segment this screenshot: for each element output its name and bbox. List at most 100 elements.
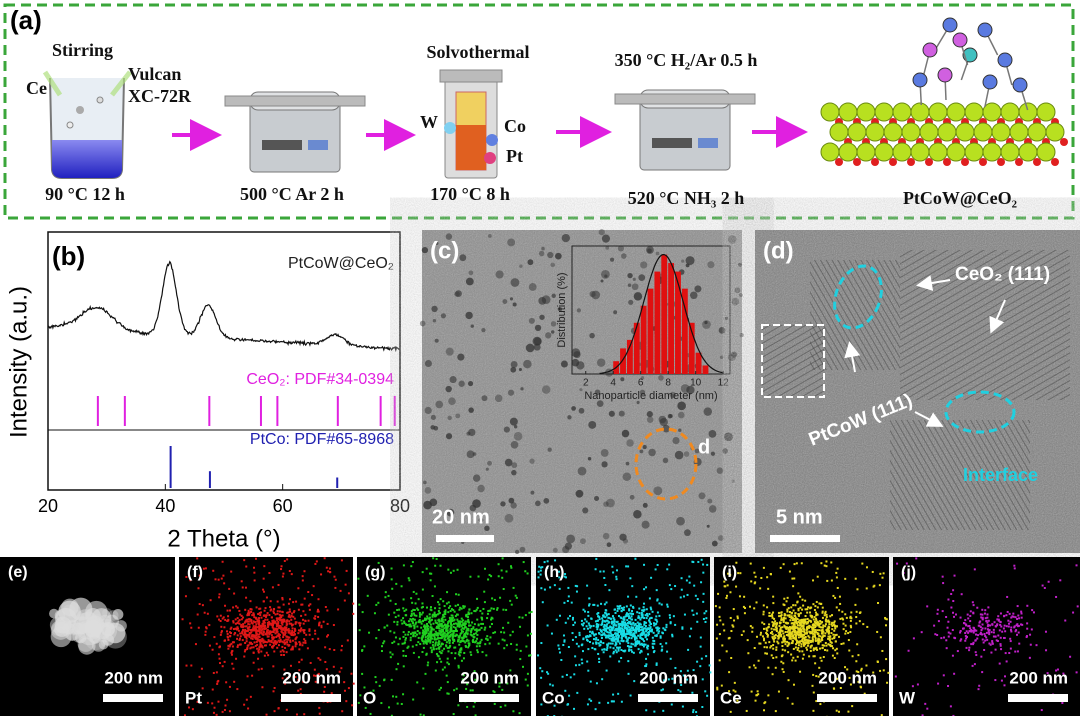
map-dot bbox=[467, 646, 470, 649]
map-dot bbox=[288, 644, 291, 647]
map-dot bbox=[604, 611, 607, 614]
map-dot bbox=[253, 571, 256, 574]
map-dot bbox=[285, 621, 288, 624]
map-dot bbox=[445, 629, 448, 632]
particle bbox=[672, 437, 680, 445]
map-dot bbox=[389, 630, 392, 633]
map-dot bbox=[437, 601, 440, 604]
map-dot bbox=[434, 630, 437, 633]
map-dot bbox=[945, 639, 948, 642]
map-dot bbox=[226, 636, 229, 639]
map-dot bbox=[766, 576, 769, 579]
map-dot bbox=[223, 626, 226, 629]
map-dot bbox=[276, 619, 279, 622]
map-dot bbox=[706, 563, 709, 566]
map-dot bbox=[604, 584, 607, 587]
map-dot bbox=[219, 633, 222, 636]
map-dot bbox=[968, 630, 971, 633]
map-dot bbox=[831, 624, 834, 627]
map-dot bbox=[438, 607, 441, 610]
map-dot bbox=[803, 636, 806, 639]
map-dot bbox=[404, 654, 407, 657]
map-dot bbox=[606, 645, 609, 648]
map-dot bbox=[291, 612, 294, 615]
map-dot bbox=[970, 643, 973, 646]
map-dot bbox=[673, 682, 676, 685]
particle bbox=[620, 253, 627, 259]
map-dot bbox=[855, 610, 858, 613]
map-dot bbox=[691, 691, 694, 694]
map-dot bbox=[308, 629, 311, 632]
map-dot bbox=[467, 639, 470, 642]
map-dot bbox=[967, 625, 970, 628]
map-dot bbox=[298, 643, 301, 646]
map-dot bbox=[601, 617, 604, 620]
map-dot bbox=[976, 637, 979, 640]
map-dot bbox=[587, 622, 590, 625]
map-dot bbox=[659, 635, 662, 638]
particle bbox=[613, 310, 618, 315]
map-dot bbox=[606, 643, 609, 646]
map-dot bbox=[816, 633, 819, 636]
map-dot bbox=[641, 633, 644, 636]
map-dot bbox=[660, 649, 663, 652]
map-dot bbox=[415, 614, 418, 617]
map-dot bbox=[446, 657, 449, 660]
atom bbox=[871, 158, 879, 166]
map-dot bbox=[750, 690, 753, 693]
map-dot bbox=[771, 614, 774, 617]
particle bbox=[718, 326, 726, 334]
map-dot bbox=[632, 643, 635, 646]
map-dot bbox=[420, 626, 423, 629]
map-dot bbox=[587, 648, 590, 651]
map-dot bbox=[290, 622, 293, 625]
map-dot bbox=[278, 636, 281, 639]
particle bbox=[596, 358, 606, 367]
map-dot bbox=[264, 607, 267, 610]
map-dot bbox=[456, 625, 459, 628]
map-dot bbox=[317, 598, 320, 601]
map-dot bbox=[642, 631, 645, 634]
map-dot bbox=[999, 644, 1002, 647]
map-dot bbox=[433, 635, 436, 638]
map-dot bbox=[434, 619, 437, 622]
region-marker bbox=[634, 427, 698, 501]
x-tick-label: 80 bbox=[390, 496, 410, 516]
map-dot bbox=[282, 653, 285, 656]
particle bbox=[466, 450, 475, 459]
map-dot bbox=[937, 682, 940, 685]
region-label: Interface bbox=[963, 465, 1038, 485]
map-dot bbox=[1044, 630, 1047, 633]
particle bbox=[519, 546, 526, 553]
map-dot bbox=[249, 600, 252, 603]
map-dot bbox=[255, 617, 258, 620]
map-dot bbox=[999, 643, 1002, 646]
map-dot bbox=[809, 632, 812, 635]
map-dot bbox=[614, 641, 617, 644]
map-dot bbox=[721, 644, 724, 647]
map-dot bbox=[787, 633, 790, 636]
map-dot bbox=[595, 625, 598, 628]
map-dot bbox=[979, 633, 982, 636]
map-dot bbox=[381, 645, 384, 648]
map-dot bbox=[609, 617, 612, 620]
map-dot bbox=[240, 623, 243, 626]
map-dot bbox=[244, 625, 247, 628]
map-dot bbox=[427, 661, 430, 664]
map-dot bbox=[773, 617, 776, 620]
map-dot bbox=[288, 608, 291, 611]
map-dot bbox=[809, 649, 812, 652]
map-dot bbox=[778, 615, 781, 618]
particle bbox=[601, 461, 608, 468]
map-dot bbox=[627, 565, 630, 568]
map-dot bbox=[612, 652, 615, 655]
map-dot bbox=[987, 619, 990, 622]
map-dot bbox=[637, 640, 640, 643]
map-dot bbox=[205, 626, 208, 629]
particle bbox=[555, 252, 562, 260]
map-dot bbox=[562, 644, 565, 647]
map-dot bbox=[812, 626, 815, 629]
map-dot bbox=[736, 615, 739, 618]
map-dot bbox=[638, 612, 641, 615]
map-dot bbox=[626, 638, 629, 641]
